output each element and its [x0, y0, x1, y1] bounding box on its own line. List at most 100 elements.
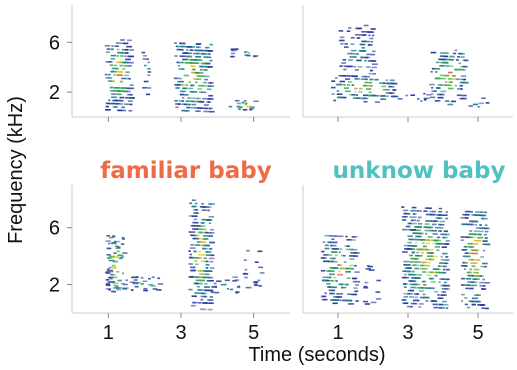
- spectrogram-cell: [460, 217, 467, 219]
- spectrogram-cell: [121, 272, 124, 275]
- spectrogram-cell: [471, 297, 475, 300]
- spectrogram-cell: [195, 202, 198, 205]
- spectrogram-cell: [479, 224, 482, 226]
- spectrogram-cell: [190, 84, 195, 87]
- spectrogram-cell: [473, 243, 479, 245]
- spectrogram-cell: [175, 106, 179, 108]
- spectrogram-cell: [338, 39, 345, 42]
- spectrogram-cell: [417, 255, 423, 257]
- spectrogram-cell: [208, 98, 214, 100]
- spectrogram-cell: [336, 299, 340, 301]
- spectrogram-cell: [409, 289, 415, 292]
- spectrogram-cell: [236, 291, 240, 293]
- spectrogram-cell: [382, 88, 386, 91]
- spectrogram-cell: [245, 286, 252, 289]
- spectrogram-cell: [380, 98, 387, 100]
- spectrogram-cell: [402, 283, 406, 285]
- spectrogram-cell: [326, 276, 332, 279]
- spectrogram-cell: [422, 287, 427, 289]
- spectrogram-cell: [349, 258, 355, 260]
- spectrogram-cell: [201, 203, 204, 205]
- spectrogram-cell: [438, 303, 441, 306]
- spectrogram-cell: [425, 258, 429, 261]
- spectrogram-cell: [116, 93, 122, 96]
- spectrogram-cell: [254, 283, 258, 285]
- spectrogram-cell: [196, 225, 201, 227]
- spectrogram-cell: [258, 266, 263, 269]
- spectrogram-cell: [365, 66, 371, 68]
- spectrogram-cell: [456, 59, 459, 61]
- spectrogram-cell: [471, 284, 477, 287]
- spectrogram-cell: [446, 268, 449, 271]
- spectrogram-cell: [206, 251, 209, 253]
- spectrogram-cell: [450, 81, 453, 83]
- spectrogram-cell: [411, 238, 417, 241]
- spectrogram-cell: [112, 106, 118, 108]
- spectrogram-cell: [468, 252, 473, 255]
- spectrogram-cell: [203, 241, 207, 243]
- spectrogram-cell: [120, 90, 124, 92]
- spectrogram-cell: [186, 106, 190, 109]
- spectrogram-cell: [470, 262, 476, 264]
- spectrogram-cell: [120, 55, 124, 57]
- spectrogram-cell: [184, 84, 187, 86]
- spectrogram-cell: [178, 68, 182, 70]
- spectrogram-cell: [333, 276, 337, 279]
- spectrogram-cell: [339, 248, 343, 250]
- spectrogram-cell: [407, 235, 413, 237]
- spectrogram-cell: [408, 296, 414, 298]
- spectrogram-cell: [195, 263, 199, 266]
- spectrogram-cell: [418, 277, 421, 279]
- spectrogram-cell: [192, 228, 195, 230]
- x-tick-label: 5: [248, 322, 259, 344]
- spectrogram-cell: [336, 296, 343, 298]
- spectrogram-blob: [468, 97, 490, 108]
- spectrogram-cell: [354, 280, 361, 283]
- spectrogram-cell: [447, 103, 454, 106]
- spectrogram-cell: [465, 284, 471, 286]
- spectrogram-blob: [242, 249, 265, 289]
- spectrogram-cell: [460, 78, 466, 81]
- spectrogram-cell: [431, 93, 434, 95]
- spectrogram-cell: [202, 65, 208, 68]
- spectrogram-cell: [204, 270, 208, 272]
- spectrogram-cell: [121, 74, 126, 77]
- spectrogram-cell: [105, 283, 110, 285]
- spectrogram-cell: [147, 71, 152, 73]
- spectrogram-cell: [195, 301, 199, 304]
- spectrogram-cell: [188, 231, 191, 233]
- spectrogram-cell: [473, 230, 478, 232]
- spectrogram-cell: [338, 270, 341, 273]
- spectrogram-cell: [356, 59, 362, 62]
- spectrogram-cell: [403, 270, 406, 272]
- spectrogram-cell: [119, 64, 124, 67]
- spectrogram-cell: [350, 43, 355, 45]
- spectrogram-cell: [133, 276, 139, 279]
- spectrogram-cell: [463, 268, 466, 270]
- spectrogram-cell: [351, 84, 354, 86]
- spectrogram-cell: [474, 262, 478, 264]
- spectrogram-cell: [129, 84, 134, 86]
- spectrogram-cell: [208, 257, 215, 260]
- spectrogram-cell: [438, 230, 442, 232]
- spectrogram-cell: [209, 43, 213, 46]
- spectrogram-cell: [191, 91, 194, 93]
- spectrogram-cell: [448, 58, 454, 61]
- spectrogram-cell: [174, 55, 178, 57]
- spectrogram-cell: [412, 264, 417, 266]
- spectrogram-cell: [339, 80, 346, 83]
- spectrogram-cell: [195, 244, 201, 246]
- spectrogram-cell: [364, 94, 367, 97]
- spectrogram-cell: [194, 221, 199, 224]
- spectrogram-cell: [349, 93, 354, 96]
- spectrogram-cell: [411, 248, 416, 250]
- spectrogram-cell: [189, 59, 193, 61]
- spectrogram-cell: [335, 77, 338, 79]
- spectrogram-cell: [157, 283, 164, 285]
- spectrogram-cell: [206, 206, 212, 208]
- spectrogram-cell: [471, 300, 474, 303]
- spectrogram-cell: [108, 276, 112, 279]
- spectrogram-cell: [120, 243, 125, 245]
